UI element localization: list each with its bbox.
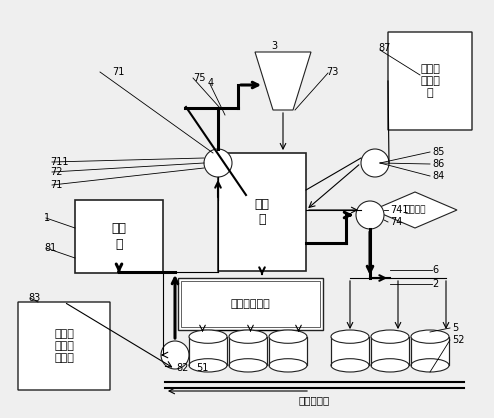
- Text: 冷水
池: 冷水 池: [254, 198, 270, 226]
- Ellipse shape: [371, 359, 409, 372]
- Text: 初期雨
水收集
池: 初期雨 水收集 池: [420, 64, 440, 97]
- Polygon shape: [373, 192, 457, 228]
- Bar: [189, 336, 227, 365]
- Text: 73: 73: [326, 67, 338, 77]
- Ellipse shape: [411, 330, 449, 343]
- Text: 85: 85: [432, 147, 445, 157]
- Text: 741: 741: [390, 205, 409, 215]
- FancyBboxPatch shape: [218, 153, 306, 271]
- Ellipse shape: [269, 330, 307, 343]
- Text: 52: 52: [452, 335, 464, 345]
- Ellipse shape: [331, 359, 369, 372]
- Bar: [411, 336, 449, 365]
- Text: 87: 87: [378, 43, 390, 53]
- Bar: [269, 336, 307, 365]
- Text: 81: 81: [44, 243, 56, 253]
- Text: 渣包水回流: 渣包水回流: [298, 395, 329, 405]
- Text: 711: 711: [50, 157, 69, 167]
- Polygon shape: [255, 52, 311, 110]
- Text: 6: 6: [432, 265, 438, 275]
- Bar: [229, 336, 267, 365]
- Text: 72: 72: [50, 167, 63, 177]
- Circle shape: [356, 201, 384, 229]
- Text: 热水
池: 热水 池: [112, 222, 126, 250]
- Text: 71: 71: [50, 180, 62, 190]
- Text: 废水处理装置: 废水处理装置: [231, 299, 270, 309]
- Circle shape: [361, 149, 389, 177]
- Ellipse shape: [229, 359, 267, 372]
- Bar: [331, 336, 369, 365]
- Text: 市政给水: 市政给水: [404, 206, 426, 214]
- Text: 51: 51: [196, 363, 208, 373]
- Text: 75: 75: [193, 73, 206, 83]
- FancyBboxPatch shape: [18, 302, 110, 390]
- Text: 86: 86: [432, 159, 444, 169]
- Ellipse shape: [331, 330, 369, 343]
- Text: 71: 71: [112, 67, 124, 77]
- Text: 1: 1: [44, 213, 50, 223]
- Text: 74: 74: [390, 217, 403, 227]
- Circle shape: [204, 149, 232, 177]
- Ellipse shape: [371, 330, 409, 343]
- Text: 5: 5: [452, 323, 458, 333]
- Ellipse shape: [269, 359, 307, 372]
- FancyBboxPatch shape: [181, 281, 320, 327]
- Ellipse shape: [411, 359, 449, 372]
- Text: 4: 4: [208, 78, 214, 88]
- Text: 3: 3: [271, 41, 277, 51]
- Circle shape: [161, 341, 189, 369]
- FancyBboxPatch shape: [388, 32, 472, 130]
- Bar: [371, 336, 409, 365]
- Ellipse shape: [189, 359, 227, 372]
- Ellipse shape: [189, 330, 227, 343]
- Text: 83: 83: [28, 293, 40, 303]
- Ellipse shape: [229, 330, 267, 343]
- Text: 82: 82: [176, 363, 188, 373]
- FancyBboxPatch shape: [75, 200, 163, 273]
- FancyBboxPatch shape: [178, 278, 323, 330]
- Text: 2: 2: [432, 279, 438, 289]
- Text: 84: 84: [432, 171, 444, 181]
- Text: 渣场场
地雨水
收集池: 渣场场 地雨水 收集池: [54, 329, 74, 362]
